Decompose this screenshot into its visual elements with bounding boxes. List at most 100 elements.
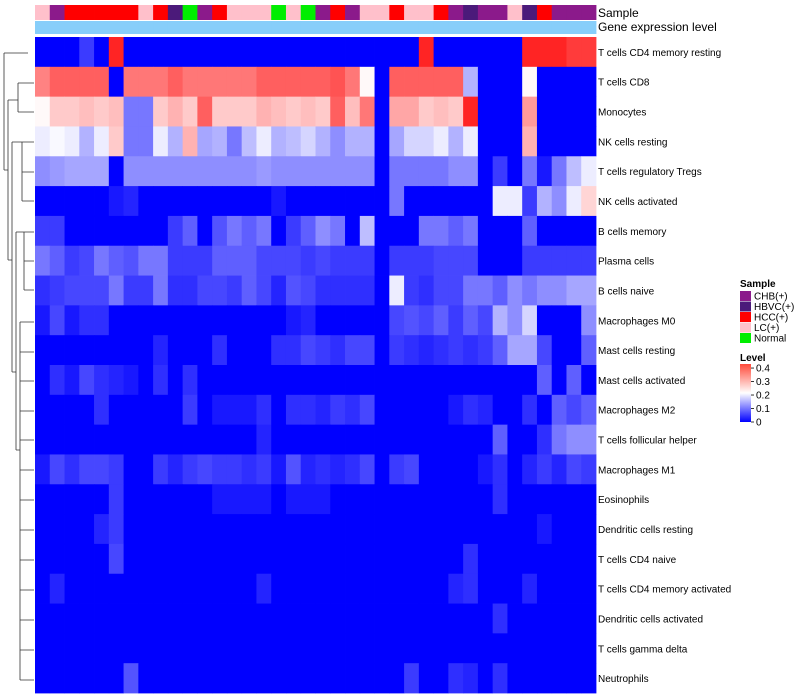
heatmap-cell [404,245,420,276]
level-tick-label: 0 [756,418,762,429]
heatmap-cell [167,215,184,247]
heatmap-cell [49,394,65,426]
heatmap-cell [433,156,449,187]
heatmap-cell [241,543,257,575]
heatmap-cell [433,215,449,247]
heatmap-cell [359,186,375,217]
heatmap-cell [507,454,523,485]
heatmap-cell [507,66,523,98]
heatmap-cell [404,126,420,157]
heatmap-cell [536,126,553,157]
heatmap-cell [492,603,508,634]
heatmap-cell [79,96,95,127]
heatmap-cell [492,305,508,336]
heatmap-cell [374,573,390,604]
heatmap-cell [418,454,434,485]
heatmap-cell [182,215,198,247]
sample-cell [153,5,169,20]
heatmap-cell [79,484,95,515]
heatmap-cell [153,603,169,634]
heatmap-cell [404,305,420,336]
heatmap-cell [522,156,538,187]
heatmap-cell [285,305,302,336]
heatmap-cell [551,305,567,336]
heatmap-cell [477,633,494,664]
heatmap-cell [167,335,184,366]
heatmap-cell [522,514,538,545]
heatmap-cell [507,245,523,276]
heatmap-cell [566,663,582,694]
heatmap-cell [182,156,198,187]
heatmap-cell [551,633,567,664]
heatmap-cell [566,156,582,187]
heatmap-cell [256,514,272,545]
heatmap-cell [108,275,124,306]
heatmap-cell [197,96,213,127]
expression-cell [49,21,65,34]
heatmap-cell [49,96,65,127]
heatmap-cell [345,186,361,217]
heatmap-cell [566,484,582,515]
heatmap-cell [536,424,553,455]
heatmap-cell [477,394,494,426]
heatmap-cell [197,603,213,634]
heatmap-cell [35,156,51,187]
heatmap-cell [123,275,139,306]
heatmap-cell [374,514,390,545]
heatmap-cell [433,543,449,575]
sample-cell [241,5,257,20]
heatmap-cell [300,156,316,187]
heatmap-cell [315,633,331,664]
heatmap-cell [79,633,95,664]
heatmap-cell [315,603,331,634]
heatmap-cell [374,603,390,634]
heatmap-cell [507,573,523,604]
heatmap-cell [108,454,124,485]
heatmap-cell [330,335,346,366]
heatmap-cell [226,126,243,157]
heatmap-cell [49,543,65,575]
heatmap-cell [536,186,553,217]
heatmap-cell [64,126,80,157]
heatmap-cell [285,186,302,217]
heatmap-cell [138,96,154,127]
sample-cell [315,5,331,20]
heatmap-cell [256,424,272,455]
heatmap-cell [153,126,169,157]
heatmap-cell [108,514,124,545]
heatmap-cell [418,514,434,545]
heatmap-cell [404,275,420,306]
heatmap-cell [345,37,361,68]
row-label: T cells regulatory Tregs [598,167,702,178]
heatmap-cell [300,603,316,634]
sample-cell [507,5,523,20]
heatmap-cell [226,215,243,247]
heatmap-cell [404,573,420,604]
heatmap-cell [300,335,316,366]
heatmap-cell [330,603,346,634]
heatmap-cell [64,37,80,68]
heatmap-cell [123,603,139,634]
heatmap-cell [300,365,316,396]
heatmap-cell [463,573,479,604]
heatmap-cell [35,454,51,485]
heatmap-cell [566,37,582,68]
heatmap-cell [433,275,449,306]
heatmap-cell [448,573,464,604]
heatmap-cell [241,454,257,485]
heatmap-cell [463,96,479,127]
heatmap-cell [271,365,287,396]
sample-cell [536,5,553,20]
heatmap-cell [197,126,213,157]
heatmap-cell [49,454,65,485]
heatmap-cell [212,186,228,217]
heatmap-cell [463,215,479,247]
heatmap-cell [522,543,538,575]
heatmap-cell [138,156,154,187]
heatmap-cell [123,66,139,98]
heatmap-cell [241,514,257,545]
expression-cell [433,21,449,34]
heatmap-cell [226,543,243,575]
heatmap-cell [374,394,390,426]
